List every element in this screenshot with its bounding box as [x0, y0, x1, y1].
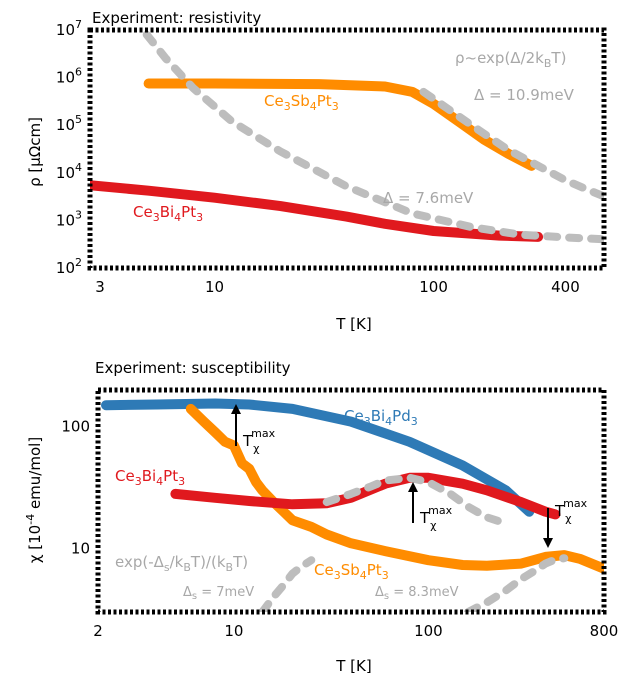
series-line-0-2: [142, 30, 604, 244]
gap-83-label: Δs = 8.3meV: [375, 585, 459, 602]
resistivity-panel: Experiment: resistivity 3 10 100 400 102 103 1…: [26, 9, 607, 333]
susceptibility-panel: Experiment: susceptibility 2 10 100 800 10 10…: [24, 359, 618, 675]
series-label-ce3bi4pd3: Ce3Bi4Pd3: [344, 407, 418, 428]
tmax-arrow-pd: Tmax χ: [231, 404, 276, 455]
resistivity-formula: ρ~exp(Δ/2kBT): [455, 49, 566, 70]
susceptibility-x-label: T [K]: [335, 657, 371, 675]
y-tick-label-0-3: 105: [56, 113, 82, 134]
resistivity-y-label: ρ [μΩcm]: [26, 117, 44, 187]
x-tick-label-0-1: 10: [205, 278, 224, 296]
tmax-arrow-bi: Tmax χ: [408, 482, 453, 532]
series-line-1-1: [185, 403, 604, 574]
x-tick-label-1-0: 2: [93, 622, 103, 640]
series-line-1-0: [101, 398, 535, 517]
x-tick-label-1-1: 10: [224, 622, 243, 640]
series-line-1-5: [464, 554, 569, 612]
series-label-ce3bi4pt3-bot: Ce3Bi4Pt3: [115, 467, 185, 488]
y-tick-label-0-1: 103: [56, 208, 82, 229]
tmax-label-bi: Tmax χ: [419, 504, 453, 532]
x-tick-label-0-0: 3: [95, 278, 105, 296]
y-tick-label-1-1: 100: [61, 418, 90, 436]
susceptibility-title: Experiment: susceptibility: [95, 359, 291, 377]
gap-sb-label: Δ = 10.9meV: [474, 86, 575, 104]
y-tick-label-0-0: 102: [56, 256, 82, 277]
resistivity-plot-area: 3 10 100 400 102 103 104 105 106 107: [56, 18, 607, 296]
x-tick-label-0-2: 100: [419, 278, 448, 296]
y-tick-label-0-5: 107: [56, 18, 82, 39]
x-tick-label-1-3: 800: [590, 622, 619, 640]
susceptibility-formula: exp(-Δs/kBT)/(kBT): [115, 553, 248, 574]
plot-frame-0: [87, 27, 607, 271]
tmax-label-sb: Tmax χ: [554, 497, 588, 525]
y-tick-label-1-0: 10: [71, 539, 90, 557]
susceptibility-y-label: χ [10-4 emu/mol]: [24, 437, 44, 563]
y-tick-label-0-2: 104: [56, 161, 82, 182]
susceptibility-plot-area: 2 10 100 800 10 100: [61, 387, 619, 640]
resistivity-x-label: T [K]: [335, 315, 371, 333]
series-line-0-1: [90, 180, 544, 242]
series-line-1-4: [258, 556, 316, 612]
series-label-ce3sb4pt3-top: Ce3Sb4Pt3: [264, 92, 339, 113]
gap-7-label: Δs = 7meV: [183, 585, 254, 602]
series-label-ce3sb4pt3-bot: Ce3Sb4Pt3: [314, 561, 389, 582]
resistivity-title: Experiment: resistivity: [92, 9, 261, 27]
tmax-arrow-sb: Tmax χ: [543, 497, 588, 548]
tmax-label-pd: Tmax χ: [242, 427, 276, 455]
gap-bi-label: Δ = 7.6meV: [383, 189, 474, 207]
series-line-1-3: [322, 473, 510, 528]
series-line-0-0: [143, 78, 537, 171]
series-line-0-3: [419, 87, 604, 201]
y-tick-label-0-4: 106: [56, 66, 82, 87]
x-tick-label-1-2: 100: [414, 622, 443, 640]
series-label-ce3bi4pt3-top: Ce3Bi4Pt3: [133, 203, 203, 224]
x-tick-label-0-3: 400: [551, 278, 580, 296]
plot-frame-1: [95, 387, 607, 615]
